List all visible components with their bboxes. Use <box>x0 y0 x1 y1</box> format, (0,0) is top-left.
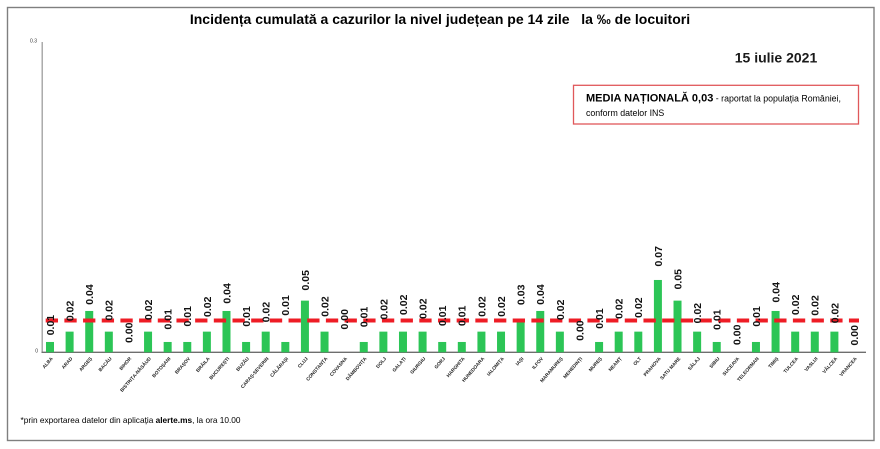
svg-text:0.00: 0.00 <box>123 322 135 343</box>
svg-text:0.01: 0.01 <box>241 306 253 327</box>
svg-text:0.02: 0.02 <box>65 301 77 322</box>
svg-text:0.00: 0.00 <box>574 320 586 341</box>
svg-text:0.03: 0.03 <box>516 284 528 305</box>
svg-text:OLT: OLT <box>632 356 643 367</box>
svg-text:0.02: 0.02 <box>496 296 508 317</box>
svg-text:0.05: 0.05 <box>672 269 684 290</box>
svg-text:0.04: 0.04 <box>84 284 96 305</box>
svg-text:0.01: 0.01 <box>751 306 763 327</box>
svg-text:0.02: 0.02 <box>633 297 645 318</box>
svg-text:0.01: 0.01 <box>45 315 57 336</box>
svg-text:0.01: 0.01 <box>163 309 175 330</box>
svg-text:0.02: 0.02 <box>104 300 116 321</box>
svg-text:0.02: 0.02 <box>555 299 567 320</box>
svg-text:0.01: 0.01 <box>280 295 292 316</box>
svg-text:0.02: 0.02 <box>319 296 331 317</box>
svg-text:0.02: 0.02 <box>692 303 704 324</box>
svg-text:0.3: 0.3 <box>30 38 37 44</box>
svg-text:0.01: 0.01 <box>359 307 371 328</box>
svg-text:0.01: 0.01 <box>594 308 606 329</box>
svg-text:15 iulie 2021: 15 iulie 2021 <box>735 50 818 66</box>
svg-text:IAȘI: IAȘI <box>515 356 526 367</box>
svg-text:0.02: 0.02 <box>614 298 626 319</box>
svg-text:*prin exportarea datelor din a: *prin exportarea datelor din aplicația a… <box>21 415 241 425</box>
svg-text:0.01: 0.01 <box>457 305 469 326</box>
svg-text:Incidența cumulată a cazurilor: Incidența cumulată a cazurilor la nivel … <box>190 11 690 27</box>
svg-text:0.01: 0.01 <box>182 306 194 327</box>
svg-text:0.02: 0.02 <box>202 296 214 317</box>
svg-text:MEDIA NAȚIONALĂ 0,03 - raporta: MEDIA NAȚIONALĂ 0,03 - raportat la popul… <box>586 92 841 105</box>
svg-text:0.07: 0.07 <box>653 246 665 267</box>
svg-text:0.02: 0.02 <box>378 299 390 320</box>
svg-text:0.04: 0.04 <box>221 283 233 304</box>
svg-text:0.01: 0.01 <box>712 309 724 330</box>
svg-text:0: 0 <box>35 349 38 355</box>
svg-text:0.04: 0.04 <box>535 284 547 305</box>
svg-text:0.02: 0.02 <box>398 294 410 315</box>
svg-text:0.02: 0.02 <box>143 299 155 320</box>
svg-text:0.05: 0.05 <box>300 270 312 291</box>
svg-text:0.02: 0.02 <box>417 298 429 319</box>
svg-text:0.00: 0.00 <box>339 309 351 330</box>
svg-text:0.01: 0.01 <box>437 305 449 326</box>
svg-text:0.02: 0.02 <box>476 296 488 317</box>
svg-text:conform datelor INS: conform datelor INS <box>586 108 664 118</box>
svg-text:0.02: 0.02 <box>829 303 841 324</box>
svg-text:0.02: 0.02 <box>261 302 273 323</box>
svg-text:0.02: 0.02 <box>790 294 802 315</box>
svg-text:0.02: 0.02 <box>810 295 822 316</box>
svg-text:0.00: 0.00 <box>849 325 861 346</box>
svg-text:0.00: 0.00 <box>731 324 743 345</box>
svg-text:0.04: 0.04 <box>770 282 782 303</box>
